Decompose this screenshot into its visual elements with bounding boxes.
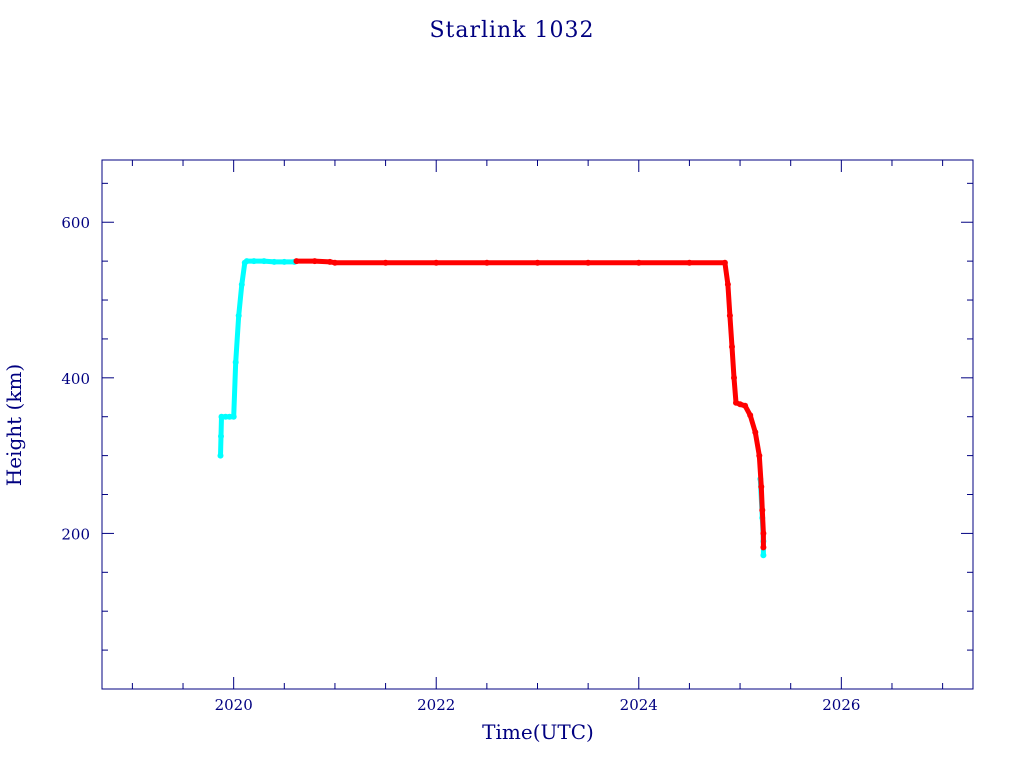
data-point <box>759 507 766 514</box>
data-point <box>433 259 440 266</box>
series-layer <box>217 258 767 559</box>
data-point <box>724 281 731 288</box>
y-tick-label: 200 <box>61 525 90 543</box>
data-point <box>232 359 239 366</box>
data-point <box>760 530 767 537</box>
plot-frame <box>101 159 974 690</box>
data-point <box>218 413 225 420</box>
data-point <box>230 413 237 420</box>
x-tick-label: 2024 <box>620 696 658 714</box>
y-tick-label: 400 <box>61 370 90 388</box>
data-point <box>760 552 767 559</box>
data-point <box>243 258 250 265</box>
data-point <box>760 544 767 551</box>
data-point <box>635 259 642 266</box>
data-point <box>756 452 763 459</box>
data-point <box>534 259 541 266</box>
x-axis-label: Time(UTC) <box>482 720 594 744</box>
data-point <box>217 452 224 459</box>
axis-ticks <box>102 160 973 689</box>
data-point <box>721 259 728 266</box>
data-point <box>483 259 490 266</box>
data-point <box>238 281 245 288</box>
data-point <box>226 413 233 420</box>
data-point <box>271 258 278 265</box>
data-point <box>726 312 733 319</box>
data-point <box>311 258 318 265</box>
series-line <box>218 258 766 558</box>
data-point <box>758 483 765 490</box>
data-point <box>235 312 242 319</box>
series-line <box>294 258 766 550</box>
data-point <box>737 401 744 408</box>
x-tick-label: 2020 <box>215 696 253 714</box>
x-tick-label: 2026 <box>822 696 860 714</box>
data-point <box>729 343 735 350</box>
data-point <box>585 259 592 266</box>
data-point <box>261 258 267 265</box>
data-point <box>686 259 693 266</box>
x-tick-label: 2022 <box>417 696 455 714</box>
data-point <box>382 259 389 266</box>
data-point <box>250 258 257 265</box>
y-tick-label: 600 <box>61 214 90 232</box>
data-point <box>742 402 749 409</box>
data-point <box>218 433 224 440</box>
data-point <box>293 258 300 265</box>
y-axis-label: Height (km) <box>2 364 26 486</box>
data-point <box>752 429 759 436</box>
data-point <box>281 258 288 265</box>
tick-labels: 2020 2022 2024 2026 200 400 600 <box>61 214 860 714</box>
series-1 <box>293 258 767 551</box>
series-0 <box>217 258 767 559</box>
data-point <box>747 412 754 419</box>
data-point <box>326 258 333 265</box>
data-point <box>331 259 338 266</box>
data-point <box>731 374 737 381</box>
chart-title: Starlink 1032 <box>429 18 594 43</box>
